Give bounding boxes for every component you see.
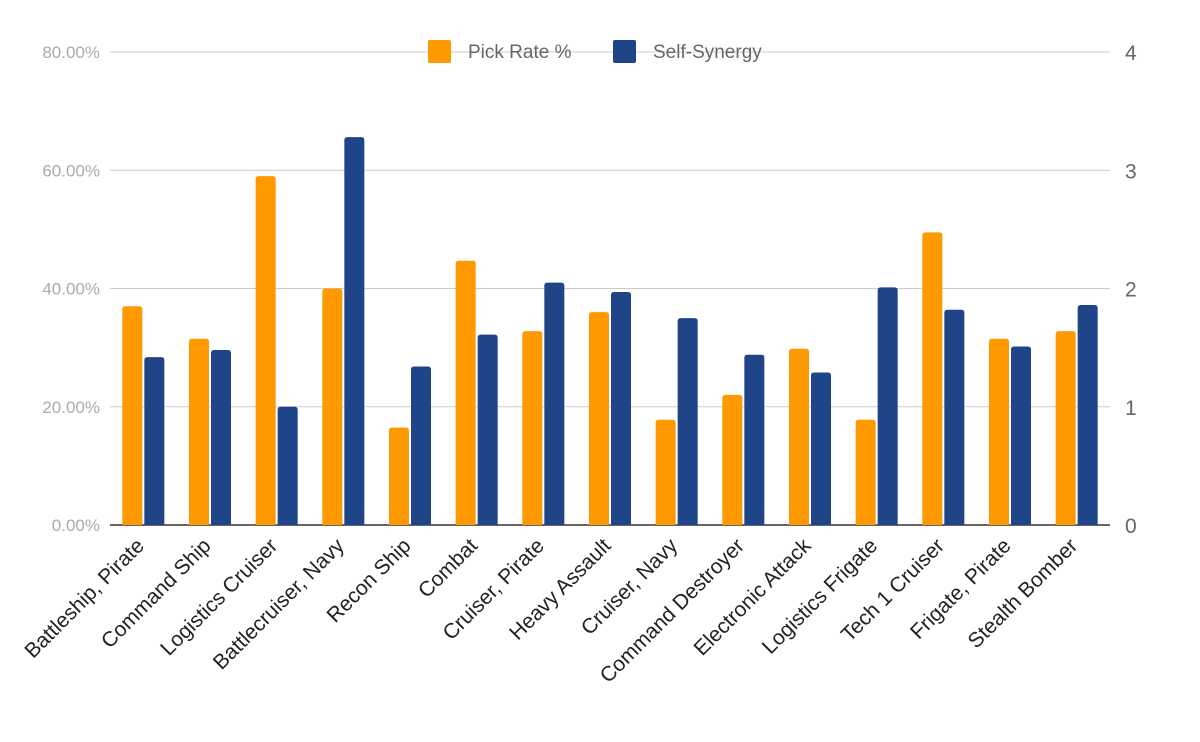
self-synergy-bar (211, 349, 231, 525)
pick-rate-bar (789, 348, 809, 525)
right-axis: 0 1 2 3 4 (1125, 42, 1137, 538)
pick-rate-bar (389, 427, 409, 525)
pick-rate-bar (989, 338, 1009, 525)
left-tick-label: 80.00% (42, 43, 100, 62)
category-label: Battleship, Pirate (20, 534, 149, 663)
right-tick-label: 4 (1125, 42, 1137, 65)
category-label: Electronic Attack (690, 534, 816, 660)
self-synergy-bar (411, 366, 431, 525)
self-synergy-bar (744, 354, 765, 525)
pick-rate-bar (922, 232, 943, 526)
self-synergy-bar (877, 287, 898, 525)
pick-rate-bar (189, 338, 209, 525)
right-tick-label: 0 (1125, 515, 1137, 538)
left-tick-label: 0.00% (52, 516, 100, 535)
pick-rate-bar (122, 306, 143, 525)
pick-rate-bar (1055, 331, 1076, 525)
pick-rate-bar (722, 394, 743, 525)
left-tick-label: 60.00% (42, 161, 100, 180)
self-synergy-bar (1077, 305, 1098, 525)
legend-label: Pick Rate % (468, 42, 572, 63)
self-synergy-bar (811, 372, 831, 525)
legend-swatch (613, 40, 636, 63)
self-synergy-bar (677, 318, 698, 525)
legend-label: Self-Synergy (653, 42, 762, 63)
gridlines (110, 51, 1110, 526)
left-axis: 0.00% 20.00% 40.00% 60.00% 80.00% (42, 43, 100, 535)
pick-rate-bar (589, 312, 609, 525)
pick-rate-bar (322, 288, 343, 525)
legend: Pick Rate % Self-Synergy (428, 40, 762, 63)
category-label: Logistics Frigate (758, 534, 882, 658)
pick-rate-bar (522, 331, 543, 525)
self-synergy-bar (1011, 346, 1031, 525)
self-synergy-bar (944, 309, 965, 525)
self-synergy-bar (544, 282, 565, 525)
self-synergy-bar (344, 137, 365, 525)
right-tick-label: 2 (1125, 279, 1137, 302)
category-label: Combat (414, 534, 482, 602)
self-synergy-bar (277, 406, 298, 525)
left-tick-label: 40.00% (42, 280, 100, 299)
bars (122, 137, 1098, 526)
self-synergy-bar (477, 334, 498, 525)
legend-swatch (428, 40, 451, 63)
category-label: Logistics Cruiser (156, 534, 282, 660)
pick-rate-bar (655, 419, 676, 525)
pick-rate-bar (855, 419, 876, 525)
self-synergy-bar (144, 357, 165, 525)
pick-rate-bar (255, 176, 276, 525)
right-tick-label: 3 (1125, 160, 1137, 183)
left-tick-label: 20.00% (42, 398, 100, 417)
self-synergy-bar (611, 292, 631, 525)
pick-rate-bar (455, 260, 476, 525)
right-tick-label: 1 (1125, 397, 1137, 420)
